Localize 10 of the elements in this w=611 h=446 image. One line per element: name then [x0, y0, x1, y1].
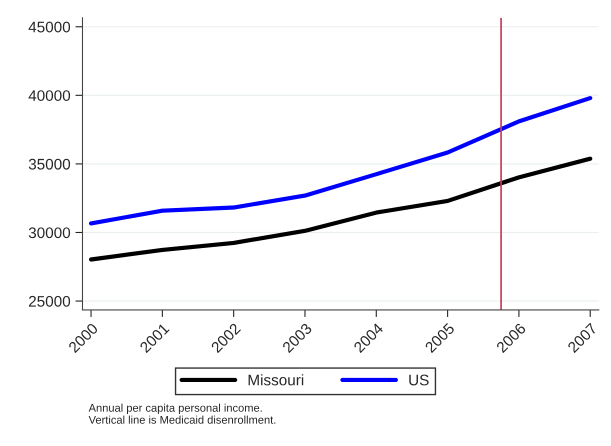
- y-tick-label: 25000: [28, 296, 70, 307]
- text: Annual per capita personal income. Vertical line is Medicaid disenrollment.: [88, 404, 276, 424]
- y-tick-label: 45000: [28, 22, 70, 32]
- line-series: [88, 156, 592, 262]
- legend-label: US: [409, 374, 429, 386]
- line-series: [88, 96, 592, 226]
- y-tick-label: 30000: [28, 227, 70, 238]
- legend-label: Missouri: [248, 374, 304, 386]
- y-tick-label: 40000: [28, 90, 70, 102]
- y-tick-label: 35000: [28, 158, 70, 170]
